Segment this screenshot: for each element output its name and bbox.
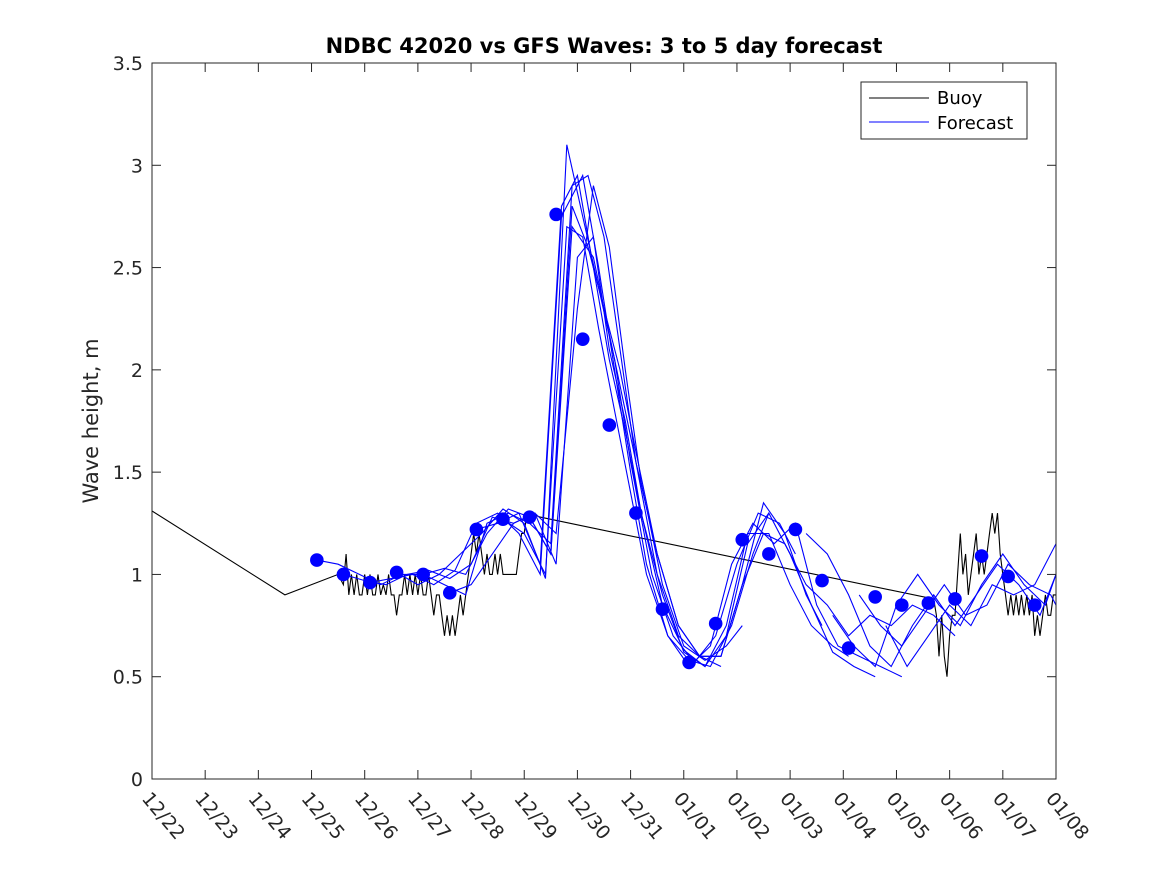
forecast-marker-28 <box>1027 598 1042 612</box>
x-tick-label: 12/24 <box>244 788 296 844</box>
buoy-series-line <box>152 510 1056 677</box>
forecast-marker-27 <box>1001 569 1015 584</box>
forecast-marker-13 <box>629 506 643 520</box>
x-tick-label: 01/06 <box>935 788 987 844</box>
forecast-line-1 <box>316 174 722 667</box>
forecast-line-7 <box>476 173 876 678</box>
y-tick-label: 2.5 <box>113 258 143 280</box>
x-tick-label: 12/31 <box>616 788 668 844</box>
forecast-marker-14 <box>655 602 670 617</box>
x-tick-label: 12/30 <box>563 788 615 844</box>
forecast-marker-4 <box>389 565 404 580</box>
y-tick-label: 3.5 <box>113 53 143 75</box>
legend-box <box>860 81 1028 140</box>
forecast-marker-5 <box>416 567 431 582</box>
x-tick-label: 12/26 <box>350 788 402 844</box>
forecast-marker-26 <box>974 549 989 563</box>
x-tick-label: 01/08 <box>1041 788 1093 844</box>
axes-layer: 00.511.522.533.512/22 12/23 12/24 12/25 12/2… <box>113 53 1093 844</box>
legend: Buoy Forecast <box>860 81 1028 140</box>
forecast-marker-15 <box>682 655 696 670</box>
forecast-line-8 <box>502 225 903 678</box>
x-tick-label: 01/05 <box>882 788 934 844</box>
forecast-marker-24 <box>921 596 936 610</box>
forecast-marker-23 <box>894 598 909 612</box>
forecast-line-6 <box>449 235 849 668</box>
plot-content <box>152 144 1056 678</box>
forecast-marker-16 <box>708 616 723 631</box>
x-tick-label: 01/04 <box>828 788 880 844</box>
x-tick-label: 01/02 <box>722 788 774 844</box>
x-tick-label: 12/28 <box>456 788 508 844</box>
forecast-marker-7 <box>469 522 484 537</box>
x-tick-label: 01/03 <box>775 788 827 844</box>
forecast-marker-11 <box>575 332 590 346</box>
x-tick-label: 12/23 <box>190 788 242 844</box>
forecast-line-5 <box>423 206 823 657</box>
forecast-marker-18 <box>762 547 776 561</box>
forecast-marker-6 <box>442 586 457 600</box>
forecast-marker-17 <box>735 532 750 547</box>
forecast-line-3 <box>369 173 770 668</box>
legend-forecast-label: Forecast <box>937 113 1013 134</box>
y-tick-label: 3 <box>131 155 143 177</box>
forecast-marker-21 <box>841 641 856 655</box>
x-tick-label: 12/27 <box>403 788 455 844</box>
axes-box <box>151 62 1057 780</box>
forecast-marker-20 <box>815 573 829 588</box>
forecast-marker-9 <box>522 510 537 524</box>
y-tick-label: 1 <box>131 564 143 586</box>
forecast-marker-8 <box>496 512 510 526</box>
y-tick-label: 0 <box>131 769 143 791</box>
forecast-line-2 <box>343 185 743 661</box>
forecast-line-10 <box>805 533 1056 668</box>
forecast-marker-19 <box>788 522 803 537</box>
x-tick-label: 01/01 <box>669 788 721 844</box>
legend-buoy-label: Buoy <box>937 88 983 109</box>
forecast-marker-12 <box>602 418 617 432</box>
x-tick-label: 12/29 <box>509 788 561 844</box>
y-tick-label: 1.5 <box>113 462 143 484</box>
x-tick-label: 12/22 <box>137 788 189 844</box>
forecast-line-12 <box>858 563 1056 647</box>
forecast-marker-25 <box>948 592 962 606</box>
forecast-marker-2 <box>336 567 351 582</box>
y-axis-label: Wave height, m <box>79 338 103 503</box>
chart-title: NDBC 42020 vs GFS Waves: 3 to 5 day fore… <box>326 34 883 58</box>
forecast-marker-1 <box>310 553 324 567</box>
forecast-line-9 <box>529 225 956 657</box>
x-tick-label: 01/07 <box>988 788 1040 844</box>
forecast-marker-22 <box>868 590 882 604</box>
forecast-line-13 <box>885 543 1056 668</box>
y-tick-label: 2 <box>131 360 143 382</box>
forecast-marker-10 <box>549 207 563 222</box>
forecast-marker-3 <box>363 575 377 590</box>
y-tick-label: 0.5 <box>113 667 143 689</box>
x-tick-label: 12/25 <box>297 788 349 844</box>
